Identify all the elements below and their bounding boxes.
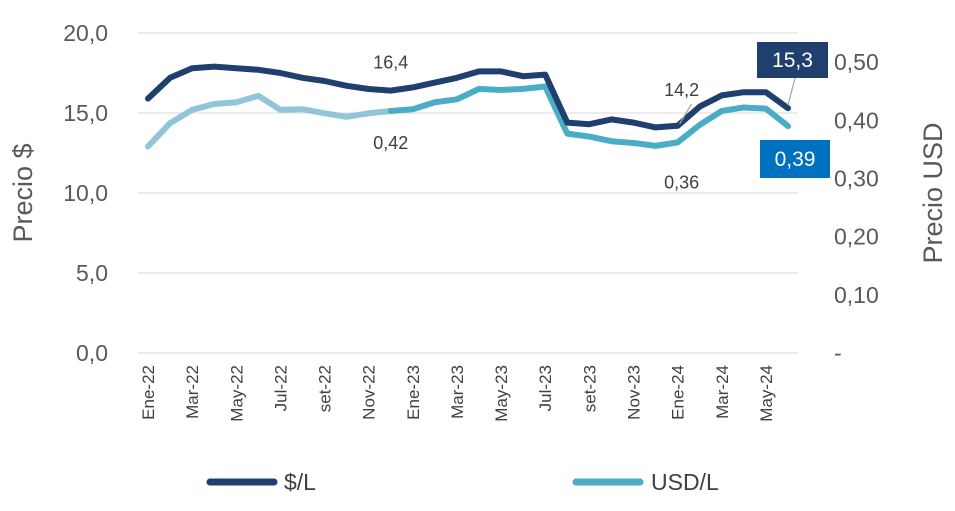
callout-label: 15,3 [772, 49, 813, 72]
x-tick-label: Jul-23 [536, 365, 555, 411]
annotation-leader [679, 103, 693, 125]
legend: $/L USD/L [206, 469, 719, 495]
series-line-usd-l [387, 83, 791, 149]
data-label: 0,42 [373, 133, 408, 153]
x-tick-label: Mar-24 [713, 365, 732, 419]
data-label: 0,36 [664, 172, 699, 192]
x-tick-label: May-23 [492, 365, 511, 422]
x-tick-label: Ene-23 [404, 365, 423, 420]
left-tick-label: 10,0 [63, 180, 108, 206]
series-lines [145, 63, 791, 150]
x-tick-label: Jul-22 [271, 365, 290, 411]
right-tick-label: - [834, 340, 842, 366]
data-label: 16,4 [373, 53, 408, 73]
x-tick-label: Mar-23 [448, 365, 467, 419]
x-tick-label: set-23 [580, 365, 599, 412]
data-annotations: 16,4 0,42 14,2 0,36 [373, 53, 699, 193]
left-axis-ticks: 0,0 5,0 10,0 15,0 20,0 [63, 20, 108, 366]
x-axis-ticks: Ene-22 Mar-22 May-22 Jul-22 set-22 Nov-22 Ene-… [139, 365, 776, 422]
x-tick-label: Nov-22 [360, 365, 379, 420]
legend-label: $/L [284, 469, 316, 495]
left-tick-label: 0,0 [76, 340, 108, 366]
callout-label: 0,39 [775, 148, 816, 171]
series-line-usd-l-early [145, 92, 394, 150]
left-tick-label: 15,0 [63, 100, 108, 126]
right-axis-ticks: - 0,10 0,20 0,30 0,40 0,50 [834, 49, 879, 366]
right-axis-title: Precio USD [918, 122, 948, 263]
right-tick-label: 0,20 [834, 224, 879, 250]
x-tick-label: Ene-24 [669, 365, 688, 420]
right-tick-label: 0,10 [834, 282, 879, 308]
right-tick-label: 0,50 [834, 49, 879, 75]
left-tick-label: 5,0 [76, 260, 108, 286]
legend-label: USD/L [651, 469, 719, 495]
x-tick-label: May-22 [227, 365, 246, 422]
x-tick-label: May-24 [757, 365, 776, 422]
x-tick-label: Mar-22 [183, 365, 202, 419]
callout-box [757, 42, 828, 78]
right-tick-label: 0,40 [834, 107, 879, 133]
left-tick-label: 20,0 [63, 20, 108, 46]
left-axis-title: Precio $ [8, 143, 38, 242]
series-line-peso-l [145, 63, 791, 131]
callout-box [760, 140, 830, 178]
callout-leader [787, 77, 796, 106]
x-tick-label: set-22 [316, 365, 335, 412]
data-callouts: 15,3 0,39 [757, 42, 830, 178]
data-label: 14,2 [664, 80, 699, 100]
x-tick-label: Nov-23 [625, 365, 644, 420]
right-tick-label: 0,30 [834, 165, 879, 191]
x-tick-label: Ene-22 [139, 365, 158, 420]
